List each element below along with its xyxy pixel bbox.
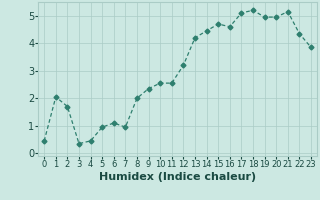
X-axis label: Humidex (Indice chaleur): Humidex (Indice chaleur)	[99, 172, 256, 182]
